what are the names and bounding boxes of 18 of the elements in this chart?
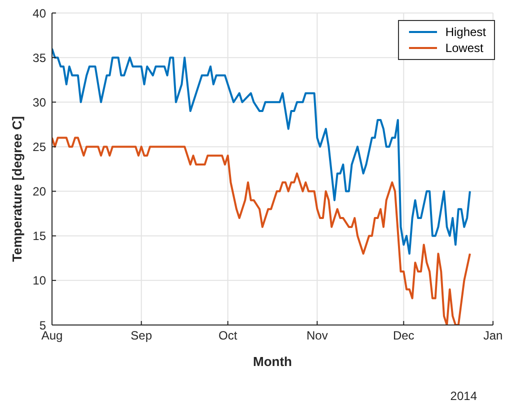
x-tick-label: Oct [218,328,238,343]
x-tick-label: Sep [130,328,152,343]
y-tick-label: 35 [32,50,46,65]
x-tick-label: Dec [392,328,414,343]
y-tick-label: 10 [32,274,46,288]
y-tick-label: 40 [32,6,46,20]
x-tick-label: Jan [483,328,503,343]
y-tick-label: 15 [32,229,46,244]
y-axis-title: Temperature [degree C] [10,116,24,262]
x-tick-label: Nov [306,328,328,343]
legend-label: Lowest [445,41,484,55]
y-tick-label: 25 [32,140,46,154]
y-tick-label: 30 [32,95,46,110]
line-series [52,136,471,325]
y-tick-label: 20 [32,184,46,199]
x-axis-title: Month [253,354,292,369]
text: 2014 [450,389,477,403]
legend-label: Highest [445,25,486,39]
